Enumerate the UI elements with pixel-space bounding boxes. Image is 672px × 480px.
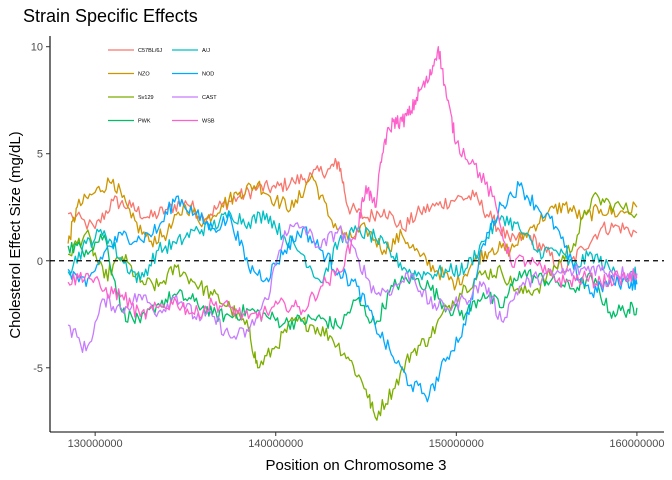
y-tick-label: 10 [31, 42, 43, 54]
y-tick-label: 0 [37, 256, 43, 268]
legend-label: NZO [138, 72, 150, 78]
x-tick-label: 140000000 [248, 438, 303, 450]
legend-label: NOD [202, 72, 214, 78]
series-layer [67, 46, 638, 421]
y-tick-label: 5 [37, 149, 43, 161]
legend-label: Sv129 [138, 95, 154, 101]
series-line-3 [67, 192, 638, 421]
x-axis-label: Position on Chromosome 3 [266, 457, 447, 474]
legend-label: PWK [138, 119, 151, 125]
legend-label: C57BL/6J [138, 48, 162, 54]
series-line-8 [67, 46, 638, 322]
x-tick-label: 130000000 [68, 438, 123, 450]
legend-label: A/J [202, 48, 210, 54]
y-tick-label: -5 [33, 363, 43, 375]
legend-label: WSB [202, 119, 215, 125]
series-line-4 [67, 233, 638, 330]
series-line-1 [67, 157, 638, 274]
legend-label: CAST [202, 95, 217, 101]
x-tick-label: 160000000 [609, 438, 664, 450]
legend: C57BL/6J NZO Sv129 PWK A/J NOD CAST WSB [108, 48, 217, 125]
y-axis-label: Cholesterol Effect Size (mg/dL) [7, 131, 24, 338]
series-line-7 [67, 222, 638, 354]
series-line-6 [67, 180, 638, 403]
axes: 130000000 140000000 150000000 160000000 -5 0 5… [31, 36, 664, 450]
chart-title: Strain Specific Effects [23, 6, 198, 26]
x-tick-label: 150000000 [429, 438, 484, 450]
